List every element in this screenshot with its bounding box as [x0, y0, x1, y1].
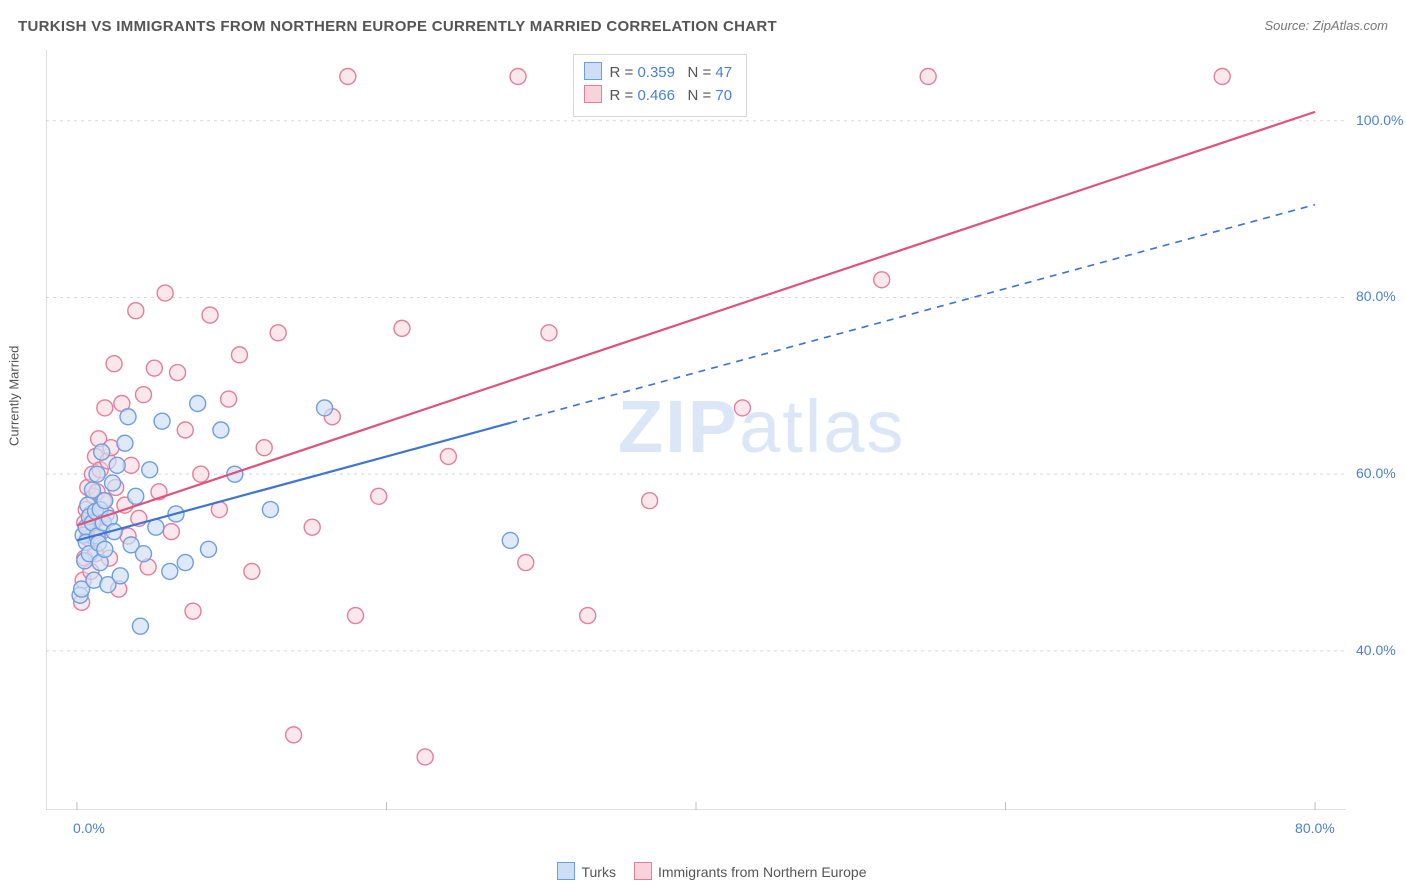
data-point	[262, 502, 278, 518]
data-point	[256, 440, 272, 456]
data-point	[105, 475, 121, 491]
data-point	[874, 272, 890, 288]
data-point	[170, 365, 186, 381]
data-point	[120, 409, 136, 425]
data-point	[417, 749, 433, 765]
data-point	[136, 387, 152, 403]
legend-swatch	[634, 862, 652, 880]
y-axis-label: Currently Married	[7, 346, 22, 446]
data-point	[510, 69, 526, 85]
data-point	[231, 347, 247, 363]
legend-swatch	[557, 862, 575, 880]
y-tick-label: 40.0%	[1356, 642, 1396, 658]
data-point	[317, 400, 333, 416]
data-point	[518, 555, 534, 571]
data-point	[106, 356, 122, 372]
data-point	[157, 285, 173, 301]
data-point	[128, 303, 144, 319]
data-point	[244, 563, 260, 579]
data-point	[286, 727, 302, 743]
data-point	[502, 532, 518, 548]
data-point	[112, 568, 128, 584]
data-point	[128, 488, 144, 504]
data-point	[201, 541, 217, 557]
data-point	[136, 546, 152, 562]
data-point	[541, 325, 557, 341]
data-point	[221, 391, 237, 407]
source-label: Source: ZipAtlas.com	[1264, 18, 1388, 33]
data-point	[117, 435, 133, 451]
data-point	[97, 541, 113, 557]
data-point	[270, 325, 286, 341]
y-tick-label: 100.0%	[1356, 112, 1403, 128]
data-point	[371, 488, 387, 504]
regression-line	[77, 423, 510, 541]
data-point	[163, 524, 179, 540]
y-tick-label: 60.0%	[1356, 465, 1396, 481]
data-point	[177, 422, 193, 438]
data-point	[146, 360, 162, 376]
data-point	[94, 444, 110, 460]
plot-area: ZIPatlas R = 0.359 N = 47R = 0.466 N = 7…	[46, 50, 1346, 810]
legend-row: R = 0.359 N = 47	[584, 61, 733, 84]
data-point	[177, 555, 193, 571]
legend-label: Turks	[581, 864, 615, 880]
data-point	[580, 608, 596, 624]
series-legend: Turks Immigrants from Northern Europe	[0, 862, 1406, 880]
chart-title: TURKISH VS IMMIGRANTS FROM NORTHERN EURO…	[18, 18, 777, 35]
data-point	[642, 493, 658, 509]
data-point	[394, 320, 410, 336]
x-tick-label: 80.0%	[1295, 820, 1335, 836]
data-point	[89, 466, 105, 482]
legend-label: Immigrants from Northern Europe	[658, 864, 867, 880]
correlation-legend: R = 0.359 N = 47R = 0.466 N = 70	[573, 54, 748, 117]
regression-line	[77, 112, 1315, 526]
data-point	[734, 400, 750, 416]
data-point	[1214, 69, 1230, 85]
legend-row: R = 0.466 N = 70	[584, 84, 733, 107]
data-point	[193, 466, 209, 482]
data-point	[97, 493, 113, 509]
data-point	[154, 413, 170, 429]
data-point	[304, 519, 320, 535]
data-point	[97, 400, 113, 416]
data-point	[348, 608, 364, 624]
data-point	[440, 449, 456, 465]
regression-line-extrapolated	[510, 205, 1315, 423]
data-point	[185, 603, 201, 619]
x-tick-label: 0.0%	[73, 820, 105, 836]
data-point	[132, 618, 148, 634]
data-point	[109, 457, 125, 473]
data-point	[190, 395, 206, 411]
data-point	[162, 563, 178, 579]
y-tick-label: 80.0%	[1356, 288, 1396, 304]
data-point	[142, 462, 158, 478]
data-point	[202, 307, 218, 323]
data-point	[213, 422, 229, 438]
data-point	[920, 69, 936, 85]
data-point	[340, 69, 356, 85]
